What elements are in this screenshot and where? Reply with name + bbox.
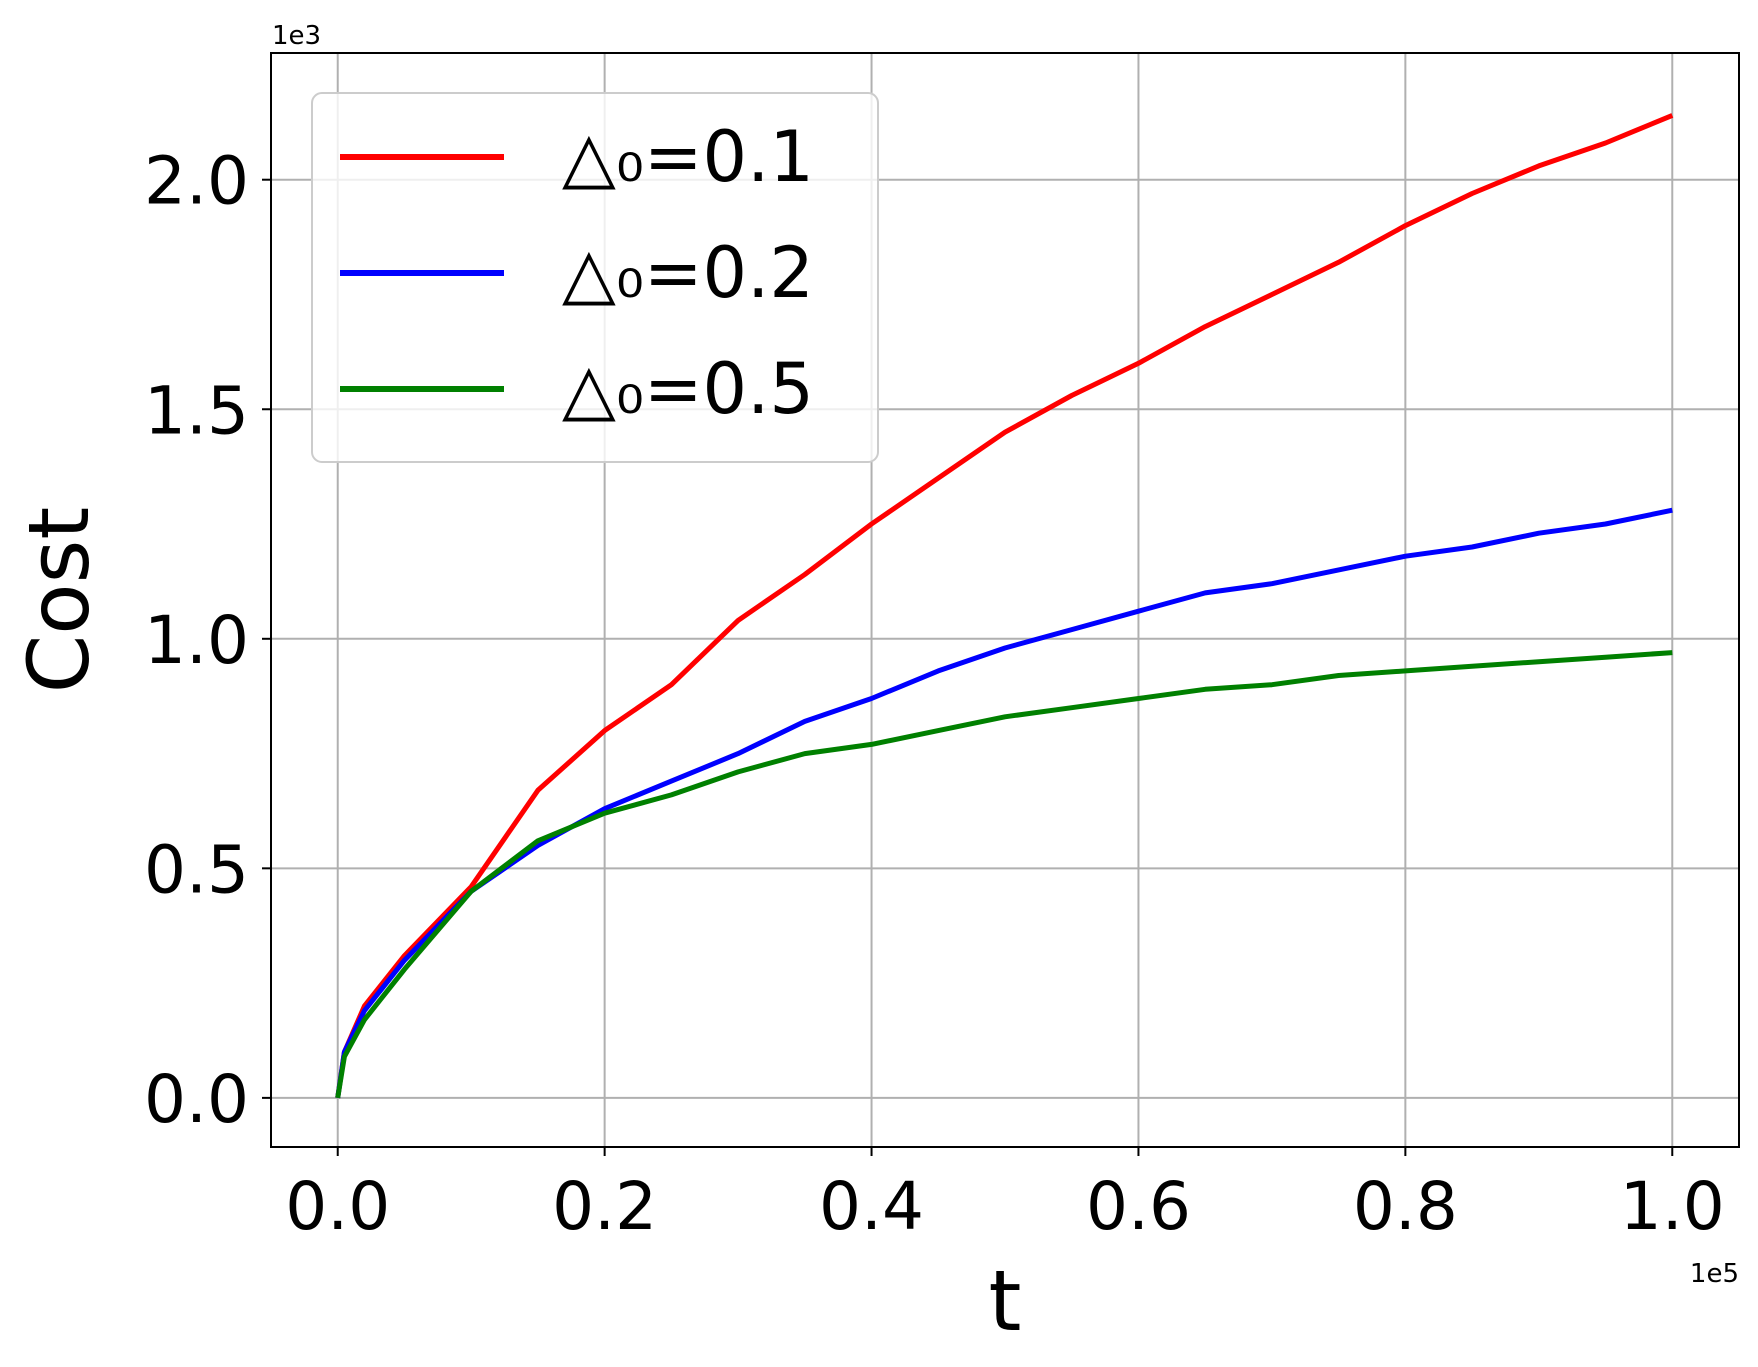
legend-label: △₀=0.2 [562,232,814,314]
x-tick-label: 0.2 [552,1168,657,1245]
y-tick-label: 2.0 [144,143,249,220]
x-tick-label: 0.0 [285,1168,390,1245]
legend-label: △₀=0.1 [562,116,814,198]
x-axis-label: t [989,1252,1022,1350]
y-tick-label: 0.0 [144,1061,249,1138]
x-multiplier: 1e5 [1690,1259,1739,1289]
series-line [335,113,1674,1099]
series-line [335,650,1673,1099]
y-tick-label: 1.5 [144,372,249,449]
legend-box [311,92,879,463]
plot-frame [270,52,1740,1148]
y-axis-label: Cost [10,507,108,694]
x-tick-label: 0.4 [819,1168,924,1245]
y-multiplier: 1e3 [272,21,321,51]
series-line [335,507,1673,1099]
x-tick-label: 1.0 [1620,1168,1725,1245]
x-tick-label: 0.6 [1086,1168,1191,1245]
y-tick-label: 0.5 [144,831,249,908]
x-tick-label: 0.8 [1353,1168,1458,1245]
y-tick-label: 1.0 [144,602,249,679]
legend-label: △₀=0.5 [562,348,814,430]
